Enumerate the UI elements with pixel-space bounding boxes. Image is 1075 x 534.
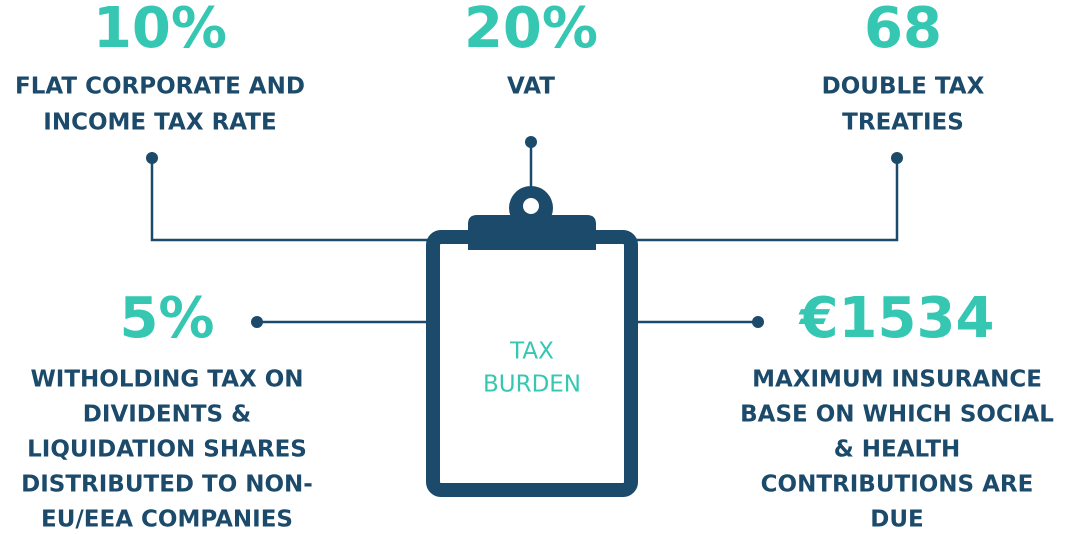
stat-label: DUE bbox=[870, 507, 923, 533]
stat-label: DIVIDENTS & bbox=[83, 402, 251, 428]
stat-value: 20% bbox=[464, 0, 598, 61]
connector-dot bbox=[146, 152, 158, 164]
connector bbox=[150, 158, 430, 242]
clipboard-hole bbox=[523, 198, 539, 214]
center-label: TAX bbox=[509, 339, 554, 365]
connector-dot bbox=[891, 152, 903, 164]
stat-label: INCOME TAX RATE bbox=[43, 110, 276, 136]
stat-label: MAXIMUM INSURANCE bbox=[752, 367, 1042, 393]
stat-value: 68 bbox=[864, 0, 942, 61]
stat-label: FLAT CORPORATE AND bbox=[15, 74, 305, 100]
stat-label: CONTRIBUTIONS ARE bbox=[761, 472, 1034, 498]
stat-value: 5% bbox=[119, 286, 214, 351]
connector-dot bbox=[251, 316, 263, 328]
stat-label: & HEALTH bbox=[834, 437, 961, 463]
stat-value: €1534 bbox=[798, 286, 995, 351]
connector-dot bbox=[752, 316, 764, 328]
stat-label: WITHOLDING TAX ON bbox=[30, 367, 303, 393]
clipboard bbox=[426, 186, 638, 497]
stat-label: VAT bbox=[507, 74, 555, 100]
stat-label: TREATIES bbox=[842, 110, 964, 136]
stat-label: DISTRIBUTED TO NON- bbox=[21, 472, 313, 498]
clipboard-clip bbox=[468, 215, 596, 250]
stat-label: EU/EEA COMPANIES bbox=[41, 507, 293, 533]
center-label: BURDEN bbox=[483, 372, 581, 398]
stat-label: BASE ON WHICH SOCIAL bbox=[740, 402, 1054, 428]
texts: 10% FLAT CORPORATE AND INCOME TAX RATE 20% V… bbox=[15, 0, 1054, 533]
connector bbox=[634, 158, 899, 242]
connector-dot bbox=[525, 136, 537, 148]
stat-label: LIQUIDATION SHARES bbox=[27, 437, 307, 463]
stat-label: DOUBLE TAX bbox=[822, 74, 985, 100]
connectors bbox=[146, 136, 903, 328]
stat-value: 10% bbox=[93, 0, 227, 61]
